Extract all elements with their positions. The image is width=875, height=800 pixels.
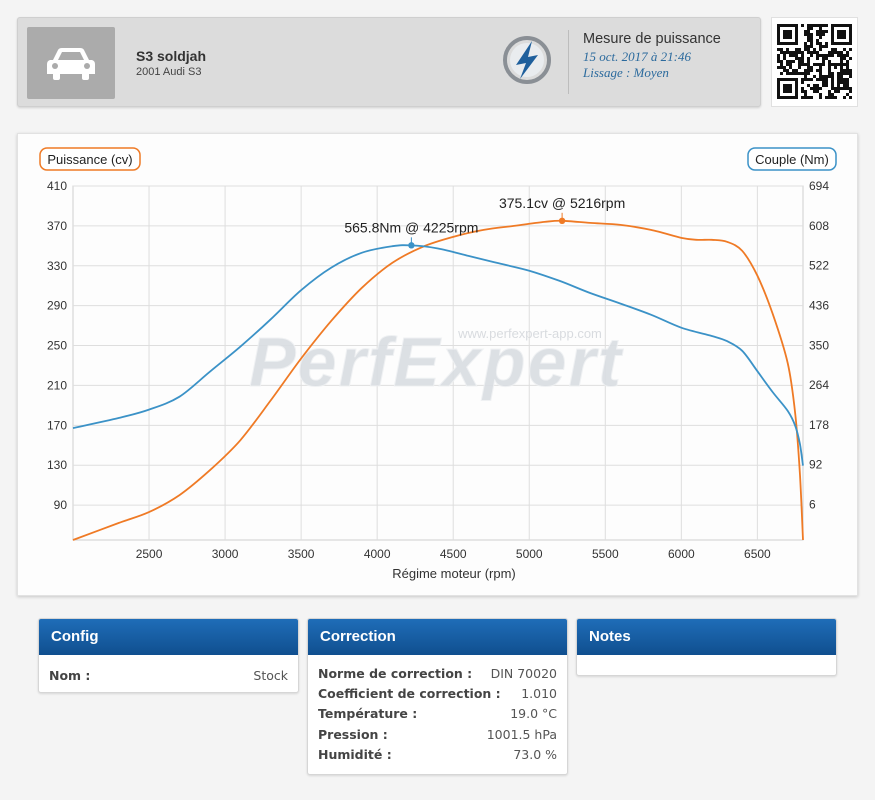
x-tick-label: 6500 — [744, 547, 771, 561]
right-axis-label: Couple (Nm) — [755, 152, 829, 167]
correction-row-temperature: Température : 19.0 °C — [318, 704, 557, 724]
vehicle-model: 2001 Audi S3 — [136, 66, 202, 78]
x-tick-label: 3000 — [212, 547, 239, 561]
right-tick-label: 436 — [809, 298, 829, 312]
left-tick-label: 210 — [47, 378, 67, 392]
x-tick-label: 3500 — [288, 547, 315, 561]
left-tick-label: 130 — [47, 458, 67, 472]
correction-value: 1.010 — [521, 686, 557, 702]
car-icon — [47, 48, 95, 80]
x-axis-ticks: 2500 3000 3500 4000 4500 5000 5500 6000 6500 — [136, 547, 771, 561]
correction-label: Pression : — [318, 726, 388, 742]
qr-code-icon — [777, 24, 852, 99]
x-axis-label: Régime moteur (rpm) — [392, 566, 516, 581]
config-row-nom: Nom : Stock — [49, 665, 288, 685]
config-value: Stock — [253, 667, 288, 683]
vehicle-header: S3 soldjah 2001 Audi S3 Mesure de puissa… — [17, 17, 761, 107]
right-tick-label: 92 — [809, 458, 823, 472]
left-axis-legend: Puissance (cv) — [39, 147, 141, 171]
measurement-title: Mesure de puissance — [583, 31, 721, 47]
chart-canvas: PerfExpert www.perfexpert-app.com 2500 30… — [39, 147, 837, 581]
x-tick-label: 4500 — [440, 547, 467, 561]
watermark-logo: PerfExpert — [249, 323, 624, 401]
chart-annotations: 375.1cv @ 5216rpm 565.8Nm @ 4225rpm — [344, 195, 625, 249]
right-tick-label: 350 — [809, 338, 829, 352]
correction-label: Humidité : — [318, 747, 392, 763]
config-panel-body: Nom : Stock — [39, 655, 298, 691]
x-tick-label: 4000 — [364, 547, 391, 561]
right-tick-label: 608 — [809, 219, 829, 233]
x-tick-label: 5000 — [516, 547, 543, 561]
peak-label: 375.1cv @ 5216rpm — [499, 195, 625, 211]
correction-label: Norme de correction : — [318, 665, 473, 681]
measurement-smoothing: Lissage : Moyen — [583, 65, 669, 80]
measurement-date: 15 oct. 2017 à 21:46 — [583, 49, 691, 64]
peak-marker — [408, 242, 415, 249]
power-curve-chart: PerfExpert www.perfexpert-app.com 2500 30… — [17, 133, 858, 596]
left-tick-label: 330 — [47, 259, 67, 273]
peak-label: 565.8Nm @ 4225rpm — [344, 219, 478, 235]
correction-row-pression: Pression : 1001.5 hPa — [318, 724, 557, 744]
vehicle-thumbnail — [27, 27, 115, 99]
power-curve — [72, 219, 804, 541]
header-divider — [568, 30, 569, 94]
correction-value: 19.0 °C — [510, 706, 557, 722]
correction-row-coefficient: Coefficient de correction : 1.010 — [318, 683, 557, 703]
chart-watermark: PerfExpert www.perfexpert-app.com — [248, 323, 624, 402]
config-panel: Config Nom : Stock — [38, 618, 299, 693]
right-tick-label: 522 — [809, 259, 829, 273]
chart-series — [72, 219, 804, 541]
correction-panel-title: Correction — [308, 619, 567, 655]
correction-value: 1001.5 hPa — [486, 726, 557, 742]
correction-value: 73.0 % — [513, 747, 557, 763]
right-tick-label: 264 — [809, 378, 829, 392]
notes-panel-title: Notes — [577, 619, 836, 655]
right-tick-label: 694 — [809, 179, 829, 193]
right-axis-ticks: 6 92 178 264 350 436 522 608 694 — [809, 179, 829, 512]
left-tick-label: 90 — [54, 498, 68, 512]
right-tick-label: 6 — [809, 498, 816, 512]
correction-value: DIN 70020 — [490, 665, 557, 681]
correction-panel: Correction Norme de correction : DIN 700… — [307, 618, 568, 775]
left-tick-label: 250 — [47, 339, 67, 353]
left-tick-label: 290 — [47, 299, 67, 313]
correction-label: Température : — [318, 706, 418, 722]
left-axis-ticks: 90 130 170 210 250 290 330 370 410 — [47, 179, 67, 512]
notes-panel-body — [577, 655, 836, 669]
left-tick-label: 170 — [47, 418, 67, 432]
qr-code[interactable] — [771, 17, 858, 107]
left-tick-label: 370 — [47, 219, 67, 233]
x-tick-label: 6000 — [668, 547, 695, 561]
config-label: Nom : — [49, 667, 91, 683]
vehicle-name: S3 soldjah — [136, 48, 207, 64]
correction-row-humidite: Humidité : 73.0 % — [318, 745, 557, 765]
config-panel-title: Config — [39, 619, 298, 655]
x-tick-label: 5500 — [592, 547, 619, 561]
perfexpert-logo-icon — [503, 36, 551, 84]
right-axis-legend: Couple (Nm) — [747, 147, 837, 171]
correction-row-norme: Norme de correction : DIN 70020 — [318, 663, 557, 683]
right-tick-label: 178 — [809, 418, 829, 432]
watermark-url: www.perfexpert-app.com — [457, 326, 602, 341]
torque-curve — [72, 244, 804, 466]
notes-panel: Notes — [576, 618, 837, 676]
peak-marker — [558, 217, 566, 225]
x-tick-label: 2500 — [136, 547, 163, 561]
left-tick-label: 410 — [47, 179, 67, 193]
correction-panel-body: Norme de correction : DIN 70020 Coeffici… — [308, 655, 567, 771]
correction-label: Coefficient de correction : — [318, 686, 501, 702]
left-axis-label: Puissance (cv) — [47, 152, 132, 167]
